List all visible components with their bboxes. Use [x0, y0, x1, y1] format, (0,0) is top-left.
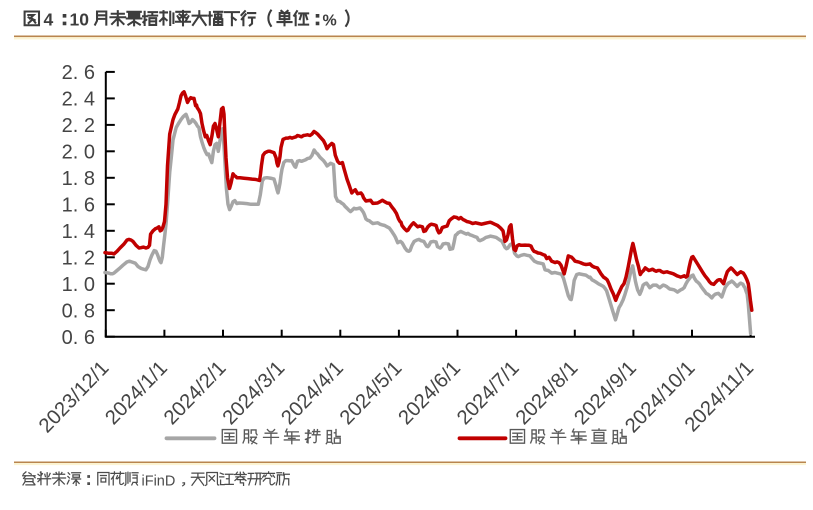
svg-text:1. 0: 1. 0 — [62, 274, 95, 296]
svg-text:1. 6: 1. 6 — [62, 195, 95, 217]
svg-text:4: 4 — [44, 9, 54, 29]
svg-text:1. 4: 1. 4 — [62, 221, 95, 243]
svg-text:%: % — [323, 12, 337, 29]
svg-text:1. 2: 1. 2 — [62, 248, 95, 270]
svg-text:1. 8: 1. 8 — [62, 168, 95, 190]
svg-text:iFinD: iFinD — [142, 474, 176, 490]
svg-text:2. 6: 2. 6 — [62, 62, 95, 84]
svg-text:2. 0: 2. 0 — [62, 142, 95, 164]
svg-text:10: 10 — [70, 9, 90, 29]
svg-text:0. 8: 0. 8 — [62, 300, 95, 322]
svg-text:2. 4: 2. 4 — [62, 89, 95, 111]
svg-text:2. 2: 2. 2 — [62, 115, 95, 137]
svg-text:0. 6: 0. 6 — [62, 327, 95, 349]
